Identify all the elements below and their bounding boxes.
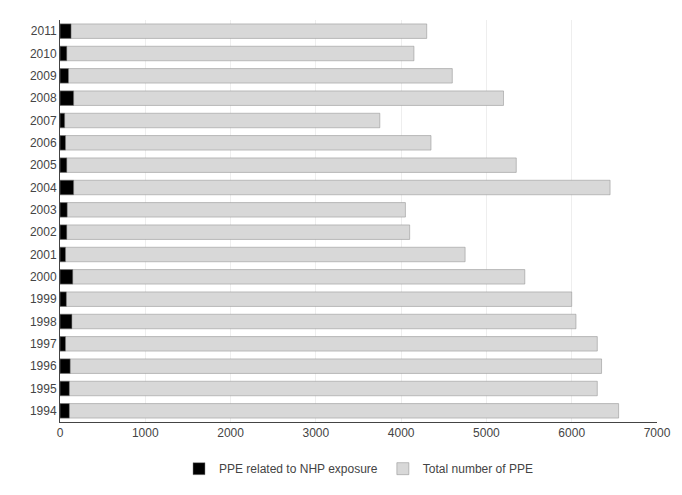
svg-text:PPE related to NHP exposure: PPE related to NHP exposure — [219, 462, 378, 476]
svg-text:1996: 1996 — [30, 359, 57, 373]
svg-text:1994: 1994 — [30, 404, 57, 418]
svg-text:2011: 2011 — [31, 24, 57, 38]
svg-text:2005: 2005 — [30, 158, 57, 172]
svg-text:1995: 1995 — [30, 382, 57, 396]
svg-text:4000: 4000 — [388, 426, 415, 440]
svg-text:3000: 3000 — [303, 426, 330, 440]
svg-text:2009: 2009 — [30, 69, 57, 83]
svg-text:7000: 7000 — [644, 426, 671, 440]
svg-text:1998: 1998 — [30, 315, 57, 329]
svg-text:1999: 1999 — [30, 292, 57, 306]
svg-text:2000: 2000 — [217, 426, 244, 440]
svg-text:2010: 2010 — [30, 47, 57, 61]
svg-text:5000: 5000 — [473, 426, 500, 440]
svg-text:2006: 2006 — [30, 136, 57, 150]
svg-text:0: 0 — [57, 426, 64, 440]
svg-text:Total number of PPE: Total number of PPE — [423, 462, 533, 476]
svg-text:6000: 6000 — [558, 426, 585, 440]
svg-text:2002: 2002 — [30, 225, 57, 239]
svg-text:1000: 1000 — [132, 426, 159, 440]
svg-text:2003: 2003 — [30, 203, 57, 217]
svg-text:2008: 2008 — [30, 91, 57, 105]
svg-text:2001: 2001 — [30, 248, 57, 262]
svg-text:2007: 2007 — [30, 114, 57, 128]
svg-text:2004: 2004 — [30, 181, 57, 195]
svg-text:1997: 1997 — [30, 337, 57, 351]
svg-text:2000: 2000 — [30, 270, 57, 284]
